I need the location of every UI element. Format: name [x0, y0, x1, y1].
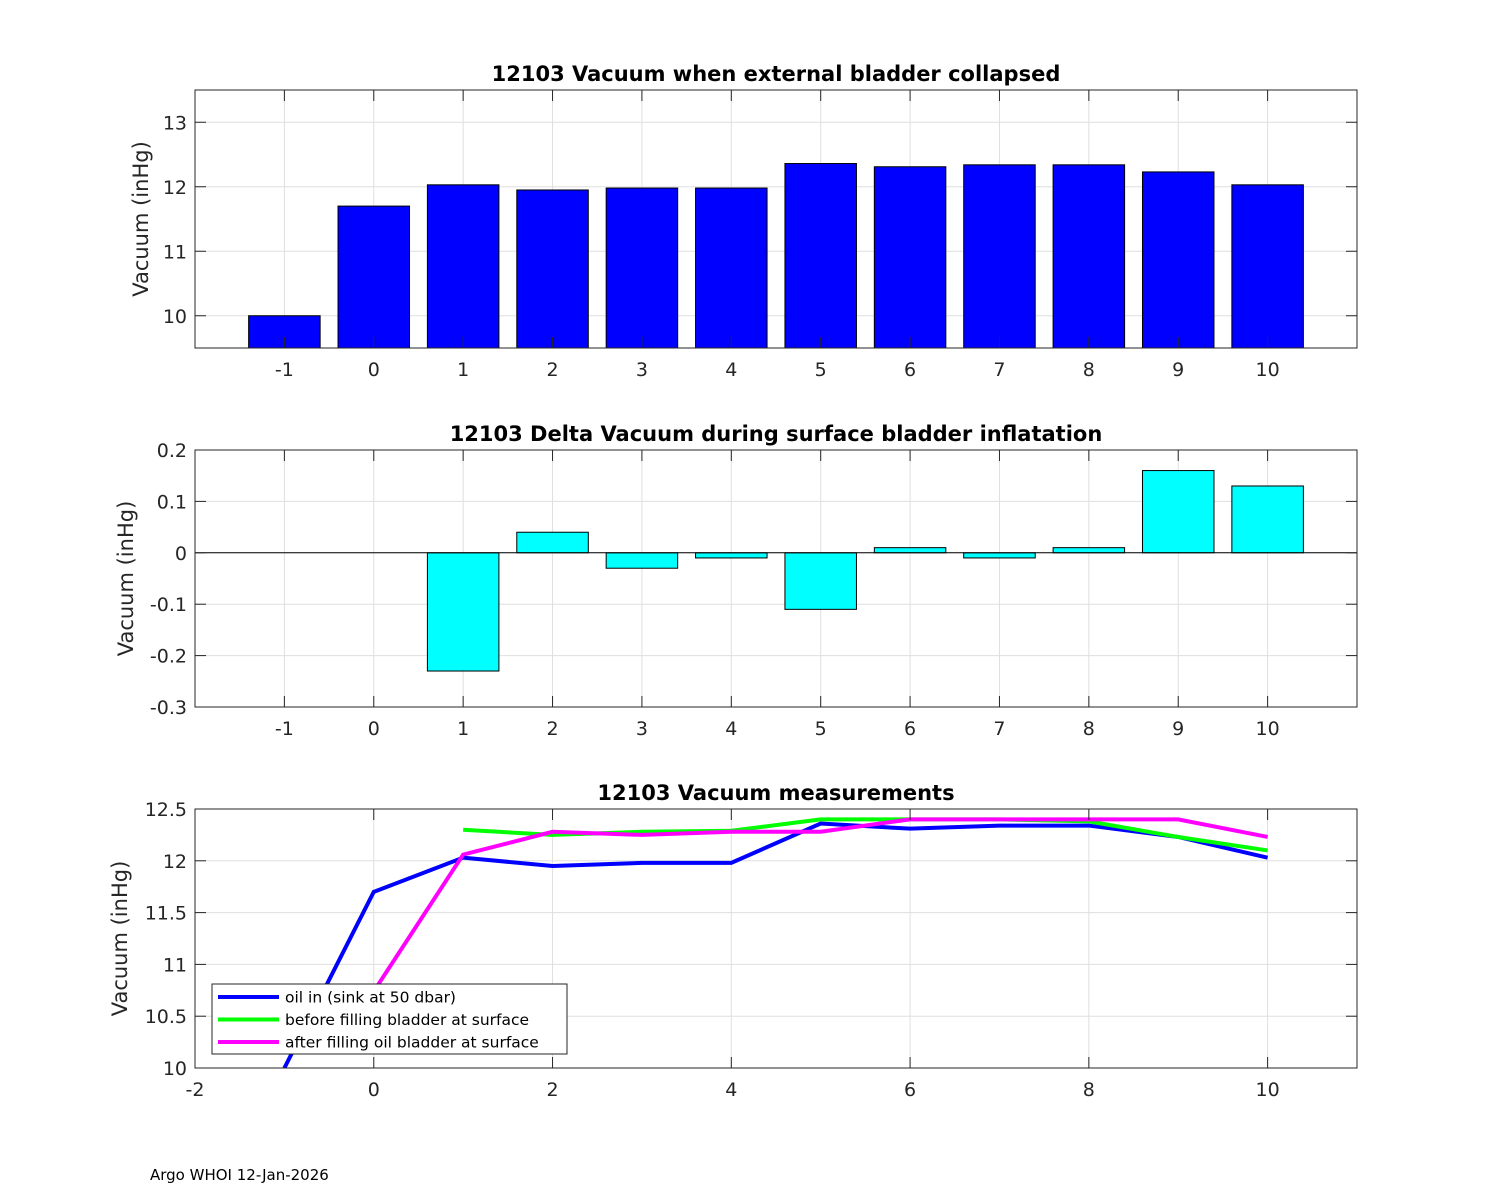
x-tick-label: 6 — [904, 718, 916, 740]
bar-10 — [1231, 485, 1304, 554]
bar-1 — [426, 552, 500, 672]
x-tick-label: 5 — [815, 718, 827, 740]
x-tick-label: 9 — [1172, 359, 1184, 381]
axes-box — [194, 449, 1358, 708]
x-tick-label: 4 — [725, 1079, 737, 1101]
y-tick-label: -0.2 — [150, 646, 187, 668]
bar-7 — [963, 552, 1036, 559]
series-line-3 — [372, 817, 1269, 993]
bar-8 — [1052, 164, 1126, 349]
bar-10 — [1231, 184, 1304, 349]
x-tick-label: 7 — [993, 718, 1005, 740]
bar-1 — [426, 184, 500, 349]
x-tick-label: 8 — [1083, 718, 1095, 740]
bar-6 — [873, 547, 947, 554]
x-tick-label: 3 — [636, 359, 648, 381]
bar-4 — [695, 552, 768, 559]
bar-9 — [1141, 171, 1215, 349]
x-tick-label: 9 — [1172, 718, 1184, 740]
x-tick-label: -2 — [186, 1079, 205, 1101]
bar-5 — [784, 163, 857, 349]
y-tick-label: 12 — [163, 851, 187, 873]
x-tick-label: 8 — [1083, 1079, 1095, 1101]
x-tick-label: 3 — [636, 718, 648, 740]
y-tick-label: 10.5 — [145, 1006, 187, 1028]
series-line-1 — [282, 821, 1269, 1068]
y-tick-label: 10 — [163, 306, 187, 328]
bar-3 — [605, 552, 679, 569]
bar-3 — [605, 187, 679, 349]
axes-box — [194, 89, 1358, 349]
x-tick-label: 2 — [546, 718, 558, 740]
x-tick-label: 7 — [993, 359, 1005, 381]
legend-label-3: after filling oil bladder at surface — [285, 1034, 539, 1052]
x-tick-label: 1 — [457, 359, 469, 381]
y-axis-label: Vacuum (inHg) — [114, 501, 138, 657]
legend-label-1: oil in (sink at 50 dbar) — [285, 989, 456, 1007]
y-axis-label: Vacuum (inHg) — [108, 861, 132, 1017]
legend-label-2: before filling bladder at surface — [285, 1011, 529, 1029]
y-tick-label: 12 — [163, 177, 187, 199]
x-tick-label: 0 — [368, 718, 380, 740]
y-tick-label: 0.1 — [157, 491, 187, 513]
x-tick-label: 0 — [368, 359, 380, 381]
x-tick-label: 0 — [368, 1079, 380, 1101]
bar-0 — [337, 205, 411, 349]
y-tick-label: 12.5 — [145, 799, 187, 821]
y-tick-label: -0.3 — [150, 697, 187, 719]
y-tick-label: 11 — [163, 954, 187, 976]
x-tick-label: 2 — [546, 359, 558, 381]
y-tick-label: 11 — [163, 241, 187, 263]
y-tick-label: -0.1 — [150, 594, 187, 616]
x-tick-label: 10 — [1256, 1079, 1280, 1101]
x-tick-label: -1 — [275, 718, 294, 740]
chart-title: 12103 Delta Vacuum during surface bladde… — [450, 422, 1103, 446]
x-tick-label: 2 — [546, 1079, 558, 1101]
x-tick-label: 4 — [725, 359, 737, 381]
subplot-3: oil in (sink at 50 dbar) before filling b… — [108, 781, 1358, 1101]
x-tick-label: 4 — [725, 718, 737, 740]
bar-8 — [1052, 547, 1126, 554]
axes-box — [194, 808, 1358, 1069]
bar-2 — [516, 531, 589, 554]
chart-title: 12103 Vacuum measurements — [597, 781, 954, 805]
x-tick-label: 1 — [457, 718, 469, 740]
bar-5 — [784, 552, 857, 610]
bar-7 — [963, 164, 1036, 349]
bar-4 — [695, 187, 768, 349]
bar-2 — [516, 189, 589, 349]
x-tick-label: 6 — [904, 359, 916, 381]
bar-6 — [873, 166, 947, 349]
y-tick-label: 0.2 — [157, 440, 187, 462]
x-tick-label: 10 — [1256, 359, 1280, 381]
x-tick-label: 10 — [1256, 718, 1280, 740]
subplot-2: -1 0 1 2 3 4 5 6 7 8 9 10 -0.3 -0.2 -0.1 0 0.1 0.2 12103 D… — [114, 422, 1358, 740]
x-tick-label: 5 — [815, 359, 827, 381]
y-axis-label: Vacuum (inHg) — [129, 141, 153, 297]
chart-title: 12103 Vacuum when external bladder colla… — [492, 62, 1061, 86]
x-tick-label: 6 — [904, 1079, 916, 1101]
bar-9 — [1141, 470, 1215, 554]
y-tick-label: 10 — [163, 1058, 187, 1080]
legend: oil in (sink at 50 dbar) before filling b… — [211, 983, 568, 1055]
x-tick-label: -1 — [275, 359, 294, 381]
y-tick-label: 0 — [175, 543, 187, 565]
footer-credit: Argo WHOI 12-Jan-2026 — [150, 1166, 329, 1184]
y-tick-label: 11.5 — [145, 903, 187, 925]
x-tick-label: 8 — [1083, 359, 1095, 381]
y-tick-label: 13 — [163, 112, 187, 134]
